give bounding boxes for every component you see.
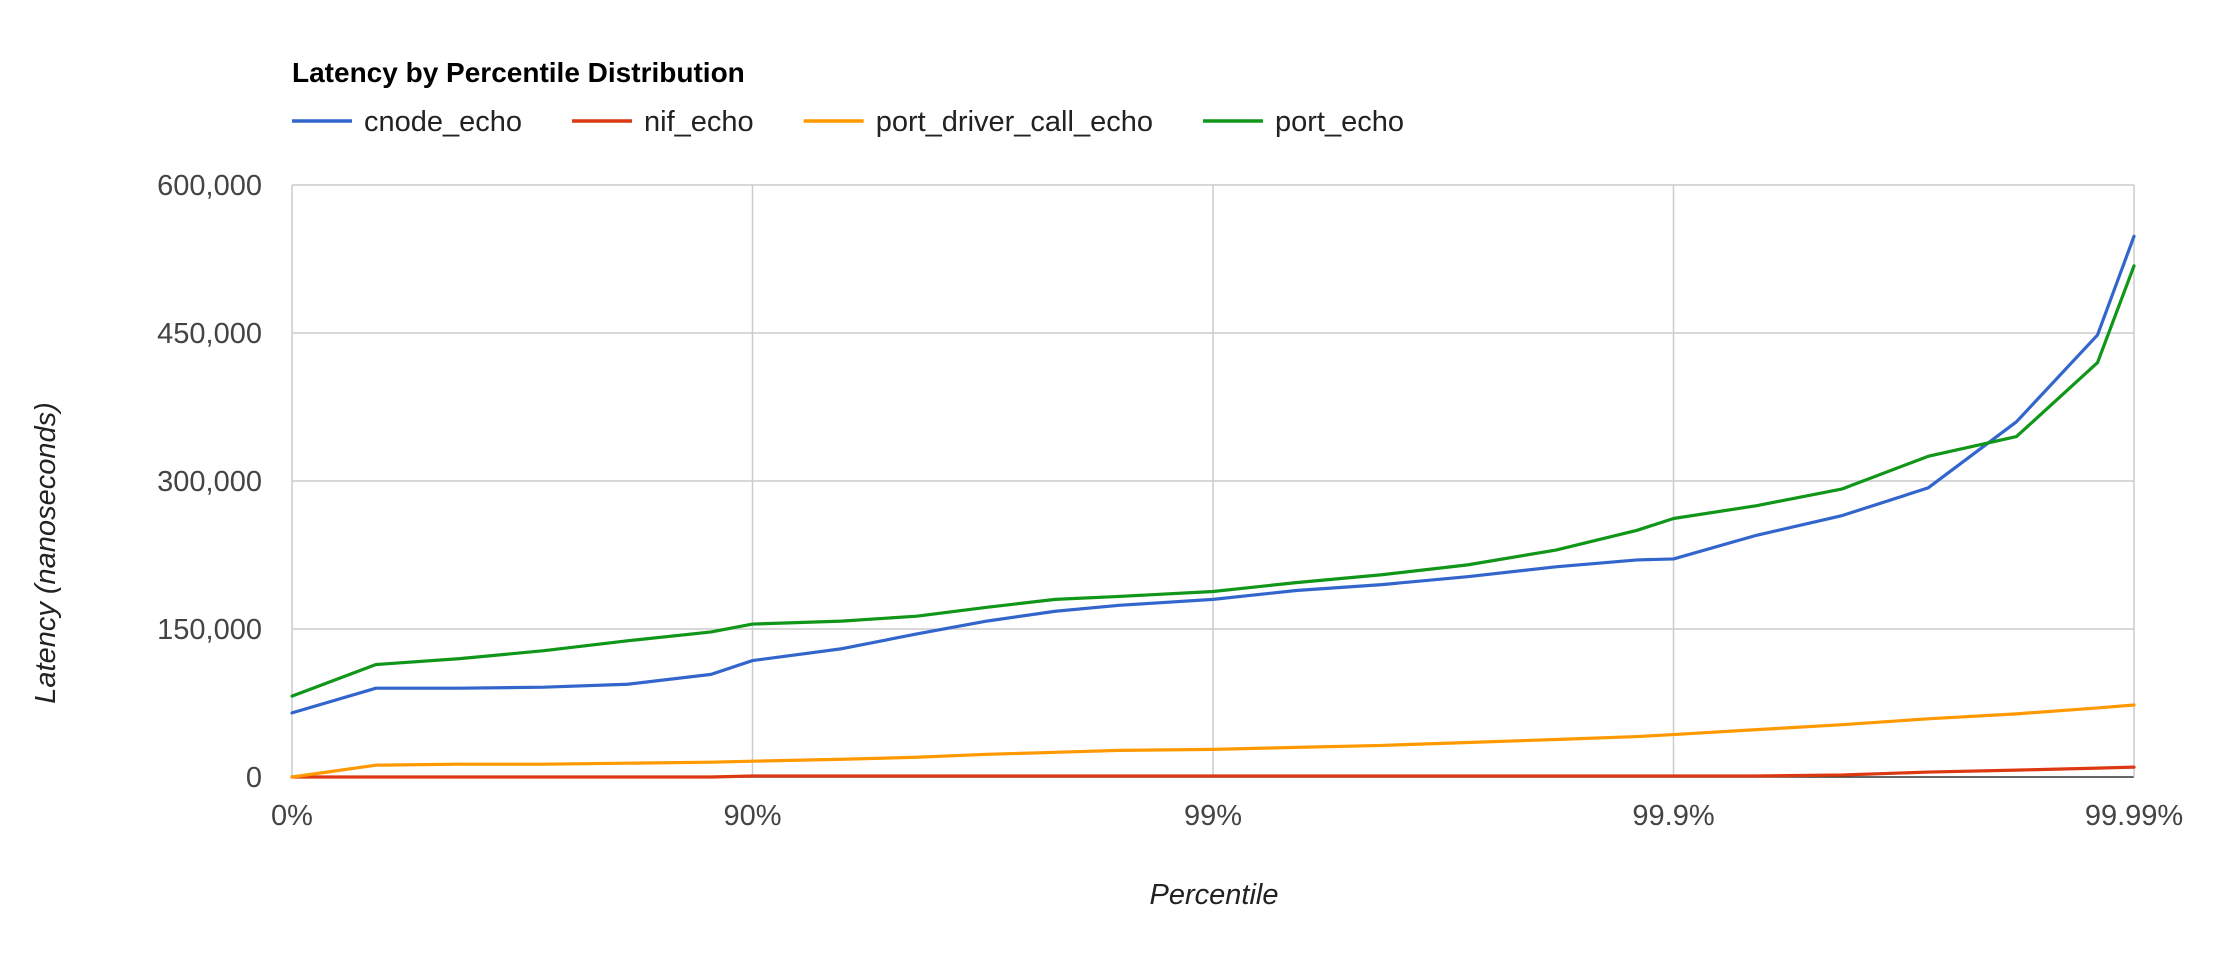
y-tick-label: 600,000 <box>157 170 262 202</box>
series-lines <box>290 234 2136 779</box>
y-tick-label: 300,000 <box>157 466 262 498</box>
legend-item-nif-echo: nif_echo <box>572 106 754 138</box>
y-axis-title: Latency (nanoseconds) <box>30 402 62 703</box>
x-tick-label: 99.9% <box>1632 800 1714 832</box>
x-tick-label: 99% <box>1184 800 1242 832</box>
x-tick-label: 90% <box>723 800 781 832</box>
series-line-nif-echo <box>290 765 2136 779</box>
y-tick-label: 0 <box>246 762 262 794</box>
legend-item-cnode-echo: cnode_echo <box>292 106 522 138</box>
legend-item-port-echo: port_echo <box>1202 106 1404 138</box>
y-tick-label: 450,000 <box>157 318 262 350</box>
x-axis-ticks: 0% 90% 99% 99.9% 99.99% <box>271 800 2183 832</box>
series-line-port-echo <box>290 264 2136 698</box>
legend-label: cnode_echo <box>364 106 522 138</box>
x-tick-label: 0% <box>271 800 313 832</box>
series-line-cnode-echo <box>290 234 2136 715</box>
legend-label: port_echo <box>1275 106 1404 138</box>
legend-label: nif_echo <box>644 106 754 138</box>
y-tick-label: 150,000 <box>157 614 262 646</box>
chart-title: Latency by Percentile Distribution <box>292 57 745 88</box>
y-axis-ticks: 0 150,000 300,000 450,000 600,000 <box>157 170 262 794</box>
series-line-port-driver-call-echo <box>290 703 2136 779</box>
x-axis-title: Percentile <box>1150 879 1279 911</box>
gridlines <box>291 184 2135 778</box>
legend-label: port_driver_call_echo <box>876 106 1153 138</box>
legend: cnode_echo nif_echo port_driver_call_echo p… <box>292 106 1404 138</box>
legend-item-port-driver-call-echo: port_driver_call_echo <box>803 106 1153 138</box>
x-tick-label: 99.99% <box>2085 800 2183 832</box>
